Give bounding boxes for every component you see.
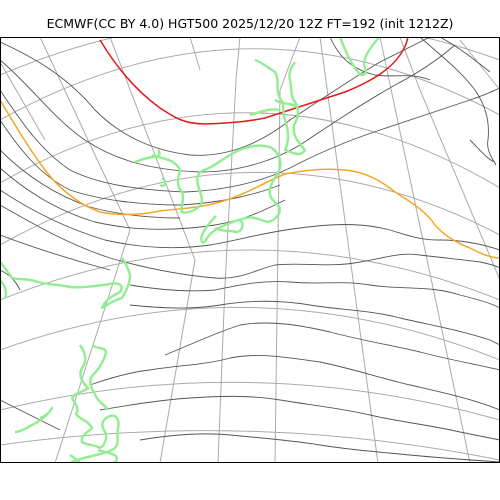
map-frame [0, 37, 500, 463]
contour-red [99, 37, 409, 125]
coastlines [0, 37, 381, 463]
contour-orange [0, 99, 500, 259]
graticule-parallels [0, 37, 500, 461]
map-title: ECMWF(CC BY 4.0) HGT500 2025/12/20 12Z F… [46, 16, 454, 31]
